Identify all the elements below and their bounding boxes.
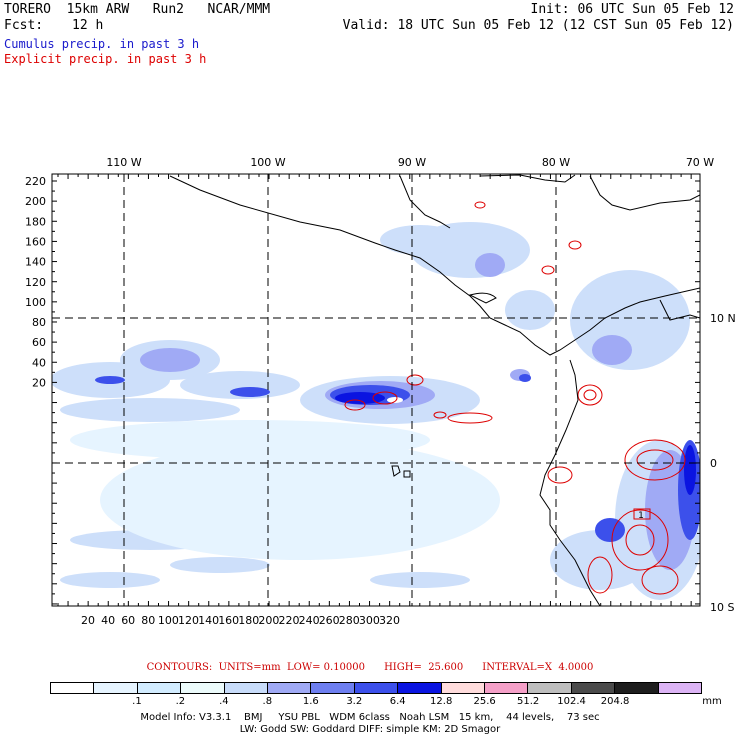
model-physics: LW: Godd SW: Goddard DIFF: simple KM: 2D… — [239, 724, 501, 735]
colorbar-label: .8 — [262, 696, 273, 707]
y-tick-label: 100 — [25, 296, 46, 309]
colorbar-swatch — [658, 683, 702, 693]
x-tick-label: 220 — [279, 614, 300, 627]
y-tick-label: 160 — [25, 235, 46, 248]
forecast-label: Fcst: — [4, 18, 44, 33]
colorbar-swatch — [485, 683, 529, 693]
colorbar-label: 6.4 — [389, 696, 406, 707]
model-info: Model Info: V3.3.1 BMJ YSU PBL WDM 6clas… — [140, 712, 600, 723]
colorbar-swatch — [51, 683, 95, 693]
colorbar-swatch — [268, 683, 312, 693]
colorbar-swatch — [137, 683, 182, 693]
legend-cumulus: Cumulus precip. in past 3 h — [4, 37, 200, 51]
x-tick-label: 20 — [81, 614, 95, 627]
colorbar-swatch — [441, 683, 486, 693]
axis-ticks — [52, 174, 700, 606]
x-tick-label: 80 — [141, 614, 155, 627]
x-tick-label: 240 — [299, 614, 320, 627]
lon-label: 80 W — [542, 156, 570, 169]
y-tick-label: 40 — [32, 356, 46, 369]
colorbar-label: 102.4 — [557, 696, 586, 707]
model-title: TORERO 15km ARW Run2 NCAR/MMM — [4, 2, 271, 17]
colorbar-swatch — [615, 683, 659, 693]
x-tick-label: 120 — [178, 614, 199, 627]
x-tick-label: 280 — [339, 614, 360, 627]
colorbar-swatch — [528, 683, 572, 693]
y-tick-label: 180 — [25, 215, 46, 228]
lat-label: 10 N — [710, 312, 736, 325]
colorbar-swatch — [311, 683, 355, 693]
colorbar-label: .1 — [132, 696, 142, 707]
y-tick-label: 200 — [25, 195, 46, 208]
legend-explicit: Explicit precip. in past 3 h — [4, 52, 207, 66]
map-frame — [51, 173, 701, 607]
colorbar-swatch — [398, 683, 442, 693]
y-tick-label: 220 — [25, 175, 46, 188]
y-tick-label: 140 — [25, 256, 46, 269]
y-tick-label: 80 — [32, 316, 46, 329]
x-tick-label: 40 — [101, 614, 115, 627]
lon-label: 100 W — [250, 156, 285, 169]
colorbar-label: 25.6 — [473, 696, 496, 707]
lon-label: 90 W — [398, 156, 426, 169]
colorbar-unit: mm — [702, 696, 722, 707]
forecast-hour: 12 h — [72, 18, 104, 33]
colorbar-swatch — [224, 683, 269, 693]
box-label: 1 — [638, 511, 644, 521]
x-tick-label: 200 — [258, 614, 279, 627]
colorbar-swatch — [181, 683, 225, 693]
contours-info: CONTOURS: UNITS=mm LOW= 0.10000 HIGH= 25… — [146, 662, 594, 673]
colorbar-swatch — [571, 683, 616, 693]
init-time: Init: 06 UTC Sun 05 Feb 12 — [530, 2, 735, 17]
x-tick-label: 300 — [359, 614, 380, 627]
colorbar-label: 204.8 — [600, 696, 630, 707]
explicit-precip-contours — [344, 201, 686, 595]
x-tick-label: 100 — [158, 614, 179, 627]
valid-time: Valid: 18 UTC Sun 05 Feb 12 (12 CST Sun … — [342, 18, 734, 33]
colorbar-label: .4 — [219, 696, 229, 707]
lat-label: 0 — [710, 457, 717, 470]
x-tick-label: 180 — [238, 614, 259, 627]
graticule — [52, 174, 700, 606]
lon-label: 70 W — [686, 156, 714, 169]
lon-label: 110 W — [106, 156, 141, 169]
colorbar-label: .2 — [175, 696, 186, 707]
x-tick-label: 320 — [379, 614, 400, 627]
colorbar-swatch — [94, 683, 138, 693]
y-tick-label: 60 — [32, 336, 46, 349]
colorbar-label: 12.8 — [430, 696, 453, 707]
y-tick-label: 20 — [32, 377, 46, 390]
colorbar-label: 3.2 — [346, 696, 363, 707]
y-tick-label: 120 — [25, 276, 46, 289]
x-tick-label: 160 — [218, 614, 239, 627]
x-tick-label: 140 — [198, 614, 219, 627]
colorbar-swatch — [354, 683, 399, 693]
colorbar-label: 1.6 — [302, 696, 319, 707]
x-tick-label: 60 — [121, 614, 135, 627]
lat-label: 10 S — [710, 601, 734, 614]
x-tick-label: 260 — [319, 614, 340, 627]
precip-colorbar — [50, 682, 702, 694]
colorbar-label: 51.2 — [516, 696, 540, 707]
cumulus-precip-field — [52, 222, 700, 600]
